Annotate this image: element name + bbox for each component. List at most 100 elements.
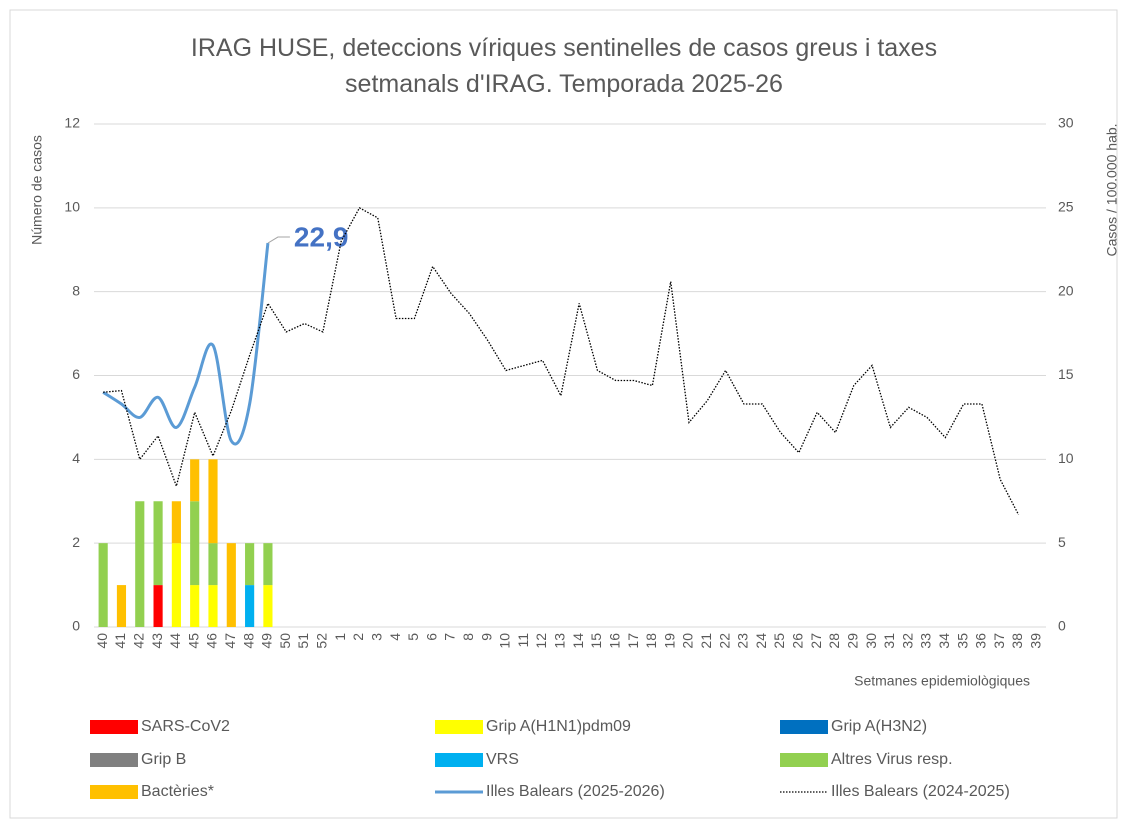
legend-label: VRS [486,751,519,768]
y-tick-label: 10 [64,199,80,215]
legend-label: SARS-CoV2 [141,718,230,735]
chart-title: IRAG HUSE, deteccions víriques sentinell… [190,34,938,98]
bar-segment [190,501,200,586]
y2-tick-label: 20 [1058,282,1074,298]
y2-tick-label: 10 [1058,450,1074,466]
line-series [103,206,1020,515]
x-axis-label: Setmanes epidemiològiques [854,673,1030,689]
y-tick-label: 0 [72,618,80,634]
x-tick-label: 47 [222,633,238,649]
label-leader [267,236,290,244]
legend-label: Illes Balears (2024-2025) [831,783,1010,800]
x-tick-label: 10 [497,633,513,649]
x-tick-label: 38 [1009,633,1025,649]
x-tick-label: 24 [753,633,769,649]
x-tick-label: 1 [332,633,348,641]
legend-swatch [435,753,483,767]
x-tick-label: 35 [954,633,970,649]
x-tick-label: 28 [826,633,842,649]
bar-segment [226,543,236,627]
bar-segment [208,585,218,627]
x-tick-label: 11 [515,633,531,648]
x-tick-label: 45 [185,633,201,649]
bar-segment [263,543,273,586]
x-tick-label: 36 [973,633,989,649]
x-tick-label: 15 [588,633,604,649]
x-tick-label: 20 [680,633,696,649]
bar-segment [116,585,127,627]
x-tick-label: 19 [661,633,677,649]
x-tick-label: 34 [936,633,952,649]
y2-tick-label: 30 [1058,115,1074,131]
legend-swatch [435,720,483,734]
x-tick-label: 5 [405,633,421,641]
x-tick-label: 23 [735,633,751,649]
x-tick-label: 40 [94,633,110,649]
bar-segment [245,585,255,627]
x-tick-label: 52 [314,633,330,649]
y2-tick-label: 0 [1058,618,1066,634]
x-tick-label: 29 [844,633,860,649]
x-tick-label: 49 [259,633,275,649]
bar-segment [135,501,145,627]
x-tick-label: 48 [240,633,256,649]
x-tick-label: 18 [643,633,659,649]
legend-swatch [90,785,138,799]
y2-axis-label: Casos / 100.000 hab. [1104,123,1120,256]
x-tick-label: 13 [552,633,568,649]
legend-label: Illes Balears (2025-2026) [486,783,665,800]
x-tick-label: 22 [716,633,732,649]
legend-swatch [780,720,828,734]
x-tick-label: 7 [442,633,458,641]
bar-segment [208,459,218,544]
x-tick-label: 42 [130,633,146,649]
x-tick-label: 16 [606,633,622,649]
y-tick-label: 12 [64,115,80,131]
bar-segment [263,585,273,627]
bar-segment [190,459,200,502]
x-tick-label: 44 [167,633,183,649]
legend-swatch [90,720,138,734]
y-tick-label: 6 [72,366,80,382]
x-tick-label: 33 [918,633,934,649]
bar-segment [245,543,255,586]
x-tick-label: 39 [1028,633,1044,649]
x-tick-label: 37 [991,633,1007,649]
x-tick-label: 3 [368,633,384,641]
legend-label: Altres Virus resp. [831,751,953,768]
bar-segment [190,585,200,627]
x-tick-label: 9 [478,633,494,641]
x-tick-label: 31 [881,633,897,649]
x-tick-label: 2 [350,633,366,641]
chart-frame [9,9,1118,819]
bar-segment [153,585,163,627]
x-tick-label: 12 [533,633,549,649]
x-tick-label: 50 [277,633,293,649]
bar-segment [153,501,163,586]
y2-tick-label: 5 [1058,534,1066,550]
x-tick-label: 6 [423,633,439,641]
legend-label: Grip A(H3N2) [831,718,927,735]
x-tick-label: 32 [899,633,915,649]
x-tick-label: 21 [698,633,714,649]
x-tick-label: 27 [808,633,824,649]
x-tick-label: 46 [204,633,220,649]
x-tick-label: 41 [112,633,128,649]
bar-segment [171,501,181,544]
y-tick-label: 8 [72,282,80,298]
x-tick-label: 51 [295,633,311,649]
x-tick-label: 26 [790,633,806,649]
bar-segment [98,543,108,627]
legend-swatch [780,753,828,767]
x-tick-label: 4 [387,633,403,641]
legend-swatch [90,753,138,767]
y-tick-label: 2 [72,534,80,550]
bar-segment [171,543,181,627]
x-tick-label: 43 [149,633,165,649]
y2-tick-label: 15 [1058,366,1074,382]
x-tick-label: 25 [771,633,787,649]
y-tick-label: 4 [72,450,80,466]
line-series [102,242,270,446]
x-tick-label: 17 [625,633,641,649]
